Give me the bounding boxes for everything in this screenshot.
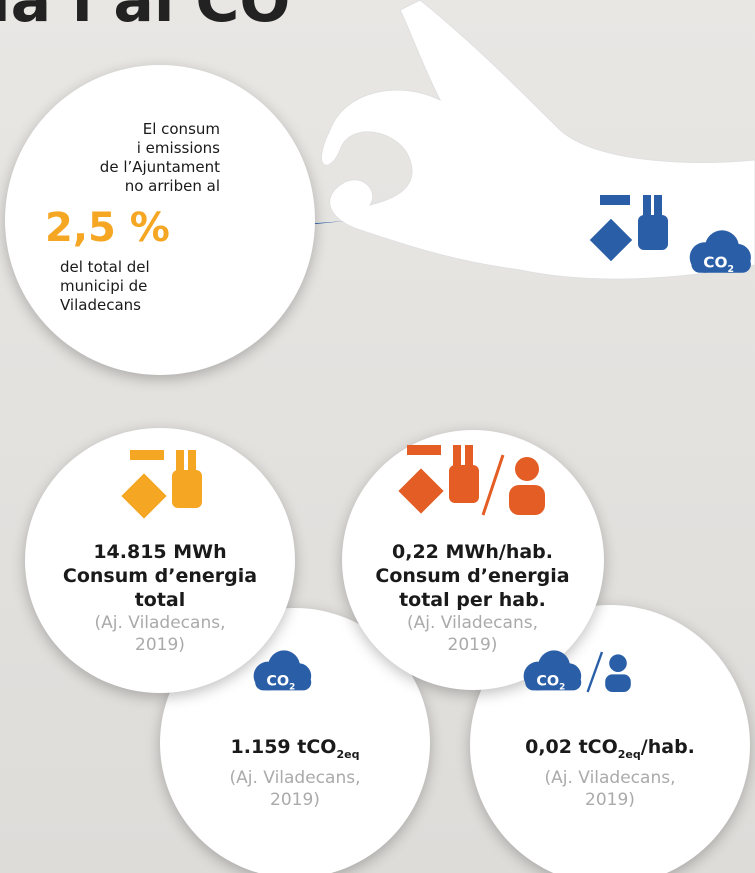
line: de l’Ajuntament bbox=[60, 158, 220, 177]
highlight: 2,5 % bbox=[45, 205, 170, 251]
stat: 14.815 MWh Consum d’energia total (Aj. V… bbox=[40, 540, 280, 656]
line: no arriben al bbox=[60, 177, 220, 196]
stat-label: Consum d’energia bbox=[350, 564, 595, 588]
source: 2019) bbox=[350, 634, 595, 656]
source: (Aj. Viladecans, bbox=[190, 767, 400, 789]
stat-label: total per hab. bbox=[350, 588, 595, 612]
source: 2019) bbox=[190, 789, 400, 811]
stat-value: 14.815 MWh bbox=[40, 540, 280, 564]
line: El consum bbox=[60, 120, 220, 139]
source: (Aj. Viladecans, bbox=[490, 767, 730, 789]
stat: 0,22 MWh/hab. Consum d’energia total per… bbox=[350, 540, 595, 656]
line: i emissions bbox=[60, 139, 220, 158]
source: 2019) bbox=[40, 634, 280, 656]
stat-suffix: /hab. bbox=[641, 736, 695, 758]
stat-value: 0,22 MWh/hab. bbox=[350, 540, 595, 564]
line: municipi de bbox=[60, 277, 150, 296]
callout-top: El consum i emissions de l’Ajuntament no… bbox=[60, 120, 220, 196]
stat-value: 1.159 tCO bbox=[231, 736, 337, 758]
stat-label: Consum d’energia bbox=[40, 564, 280, 588]
stat: 1.159 tCO2eq (Aj. Viladecans, 2019) bbox=[190, 735, 400, 811]
stat-sub: 2eq bbox=[336, 748, 359, 761]
source: (Aj. Viladecans, bbox=[350, 612, 595, 634]
stat: 0,02 tCO2eq/hab. (Aj. Viladecans, 2019) bbox=[490, 735, 730, 811]
stat-label: total bbox=[40, 588, 280, 612]
stat-value: 0,02 tCO bbox=[525, 736, 618, 758]
source: 2019) bbox=[490, 789, 730, 811]
stat-sub: 2eq bbox=[618, 748, 641, 761]
source: (Aj. Viladecans, bbox=[40, 612, 280, 634]
callout-bottom: del total del municipi de Viladecans bbox=[60, 258, 150, 315]
line: del total del bbox=[60, 258, 150, 277]
line: Viladecans bbox=[60, 296, 150, 315]
infographic: ia i al CO El consum i emissions de l’Aj… bbox=[0, 0, 755, 873]
